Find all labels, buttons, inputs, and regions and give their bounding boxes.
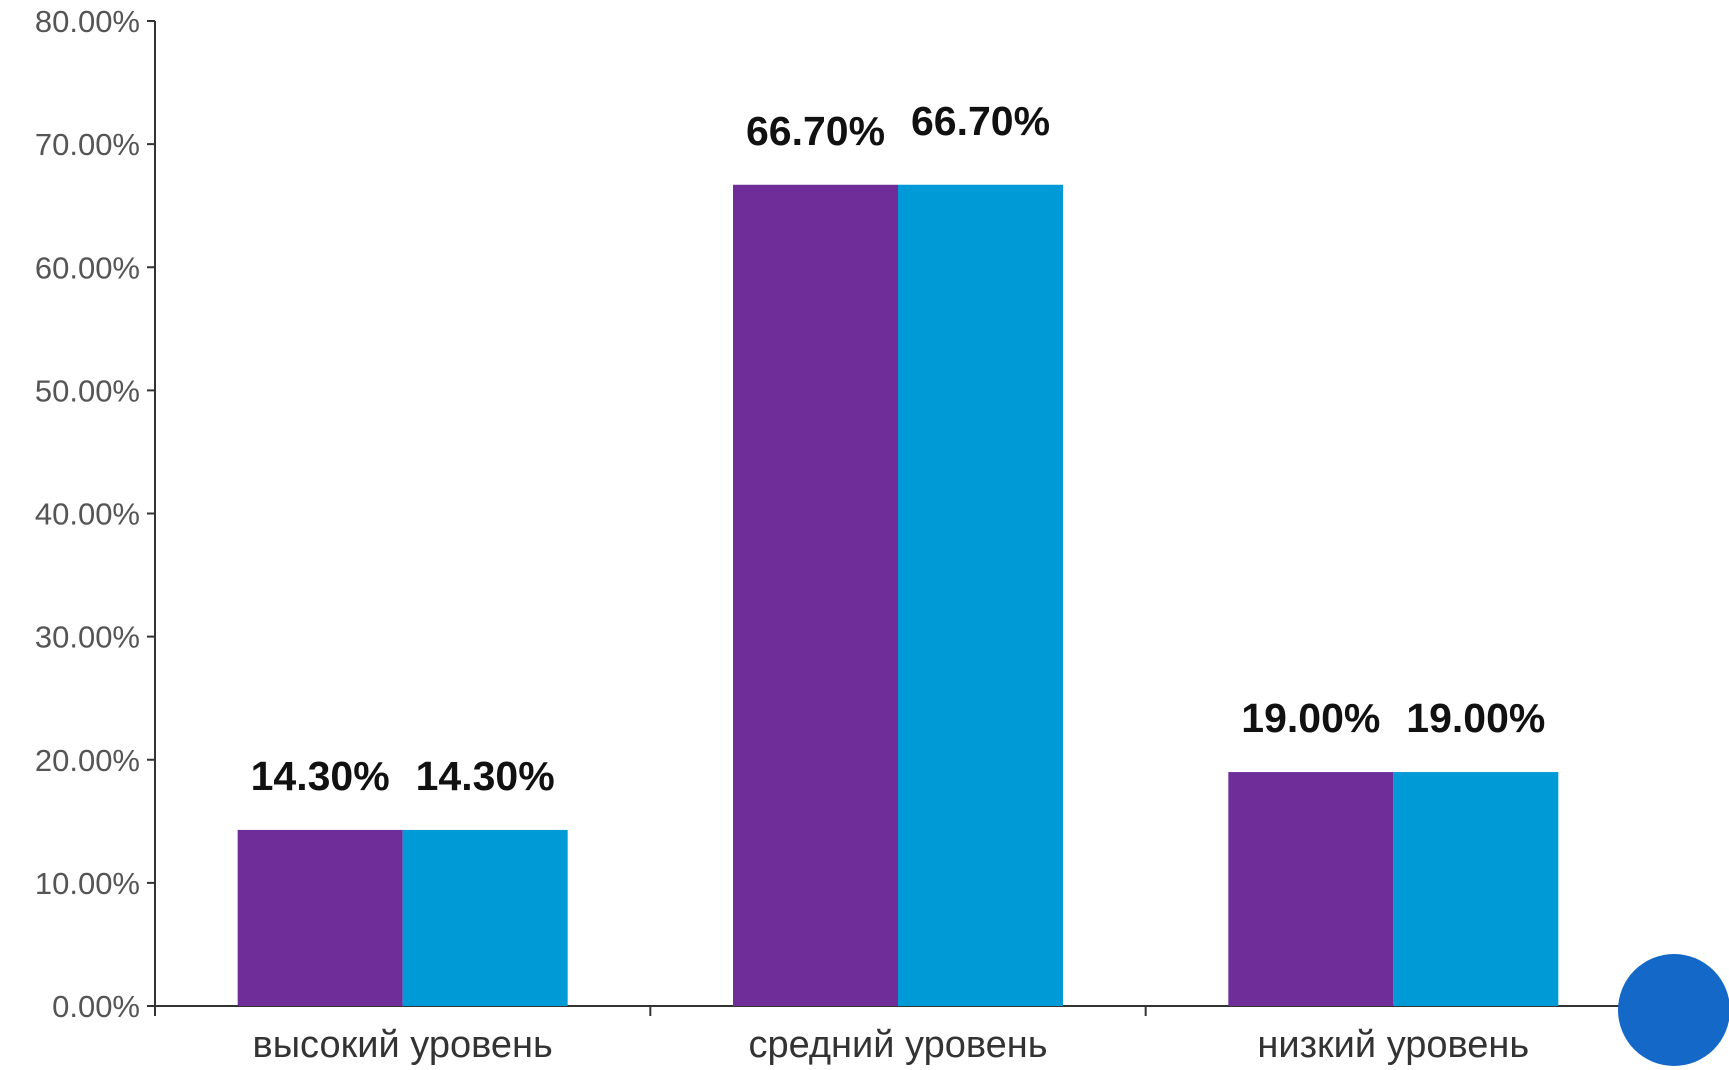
data-label: 66.70% bbox=[746, 108, 885, 154]
data-label: 14.30% bbox=[251, 753, 390, 799]
floating-action-button[interactable] bbox=[1618, 954, 1729, 1066]
y-tick-label: 30.00% bbox=[35, 620, 140, 655]
bar bbox=[898, 184, 1063, 1007]
y-tick-label: 20.00% bbox=[35, 743, 140, 778]
y-tick-label: 10.00% bbox=[35, 866, 140, 901]
y-axis-ticks: 0.00% 10.00% 20.00% 30.00% 40.00% 50.00% 60.00… bbox=[35, 4, 155, 1024]
bar bbox=[237, 829, 403, 1006]
data-label: 14.30% bbox=[416, 753, 555, 799]
category-label: высокий уровень bbox=[253, 1024, 553, 1066]
y-tick-label: 80.00% bbox=[35, 4, 140, 39]
bar bbox=[1393, 772, 1559, 1006]
category-label: средний уровень bbox=[748, 1024, 1047, 1066]
y-tick-label: 50.00% bbox=[35, 373, 140, 408]
bars bbox=[237, 184, 1559, 1007]
y-tick-label: 40.00% bbox=[35, 497, 140, 532]
category-label: низкий уровень bbox=[1257, 1024, 1529, 1066]
category-labels: высокий уровень средний уровень низкий уро… bbox=[253, 1024, 1530, 1066]
data-label: 19.00% bbox=[1241, 695, 1380, 741]
y-tick-label: 0.00% bbox=[52, 989, 140, 1024]
bar bbox=[402, 829, 568, 1006]
data-label: 66.70% bbox=[911, 98, 1050, 144]
y-tick-label: 70.00% bbox=[35, 127, 140, 162]
data-label: 19.00% bbox=[1406, 695, 1545, 741]
data-labels: 14.30% 14.30% 66.70% 66.70% 19.00% 19.00% bbox=[251, 98, 1546, 799]
bar bbox=[733, 184, 898, 1007]
bar bbox=[1228, 772, 1394, 1006]
y-tick-label: 60.00% bbox=[35, 250, 140, 285]
